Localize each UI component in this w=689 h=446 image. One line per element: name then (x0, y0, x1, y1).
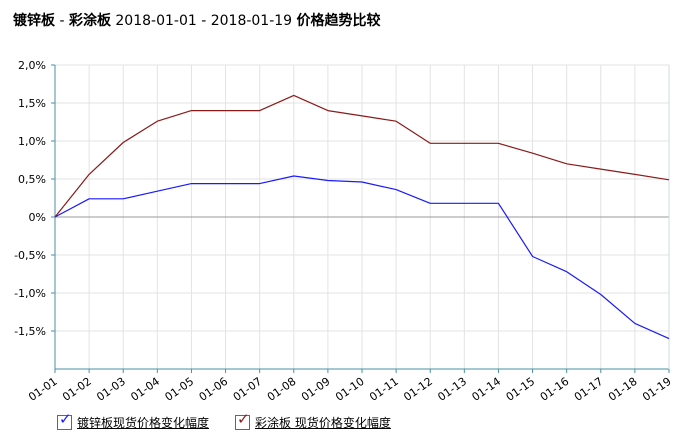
x-tick-label: 01-16 (538, 375, 572, 404)
checkbox-coated[interactable]: ✓ (235, 410, 250, 430)
legend-item-coated[interactable]: ✓ 彩涂板 现货价格变化幅度 (235, 410, 391, 431)
x-tick-label: 01-02 (60, 375, 94, 404)
title-product-b: 彩涂板 (68, 13, 111, 29)
legend-item-galvanized[interactable]: ✓ 镀锌板现货价格变化幅度 (57, 410, 210, 431)
x-tick-label: 01-08 (265, 375, 299, 404)
x-tick-label: 01-14 (470, 375, 504, 404)
series-line-galvanized (54, 175, 670, 340)
title-separator: - (55, 13, 69, 29)
x-tick-label: 01-05 (163, 375, 197, 404)
x-tick-label: 01-18 (606, 375, 640, 404)
x-tick-label: 01-15 (504, 375, 538, 404)
chart-title: 镀锌板 - 彩涂板 2018-01-01 - 2018-01-19 价格趋势比较 (13, 10, 381, 30)
x-tick-label: 01-11 (367, 375, 401, 404)
x-tick-label: 01-19 (640, 375, 674, 404)
y-tick-label: -0,5% (14, 249, 46, 262)
x-tick-label: 01-06 (197, 375, 231, 404)
legend-label-galvanized[interactable]: 镀锌板现货价格变化幅度 (77, 416, 210, 430)
line-chart: 2,0%1,5%1,0%0,5%0%-0,5%-1,0%-1,5%01-01 01… (14, 59, 674, 404)
title-date-range: 2018-01-01 - 2018-01-19 (110, 13, 297, 29)
y-tick-label: 2,0% (18, 59, 46, 72)
x-tick-label: 01-17 (572, 375, 606, 404)
check-icon: ✓ (237, 410, 250, 428)
series-line-coated (54, 94, 670, 218)
x-tick-label: 01-03 (94, 375, 128, 404)
y-tick-label: -1,5% (14, 325, 46, 338)
checkbox-galvanized[interactable]: ✓ (57, 410, 72, 430)
x-tick-label: 01-07 (231, 375, 265, 404)
y-tick-label: -1,0% (14, 287, 46, 300)
y-tick-label: 1,0% (18, 135, 46, 148)
check-icon: ✓ (59, 410, 72, 428)
x-tick-label: 01-13 (435, 375, 469, 404)
x-tick-label: 01-09 (299, 375, 333, 404)
y-tick-label: 1,5% (18, 97, 46, 110)
title-product-a: 镀锌板 (13, 13, 55, 29)
x-tick-label: 01-10 (333, 375, 367, 404)
y-tick-label: 0% (29, 211, 46, 224)
legend-label-coated[interactable]: 彩涂板 现货价格变化幅度 (255, 416, 391, 430)
title-suffix: 价格趋势比较 (296, 13, 381, 29)
x-tick-label: 01-01 (26, 375, 60, 404)
x-tick-label: 01-04 (128, 375, 162, 404)
x-tick-label: 01-12 (401, 375, 435, 404)
y-tick-label: 0,5% (18, 173, 46, 186)
